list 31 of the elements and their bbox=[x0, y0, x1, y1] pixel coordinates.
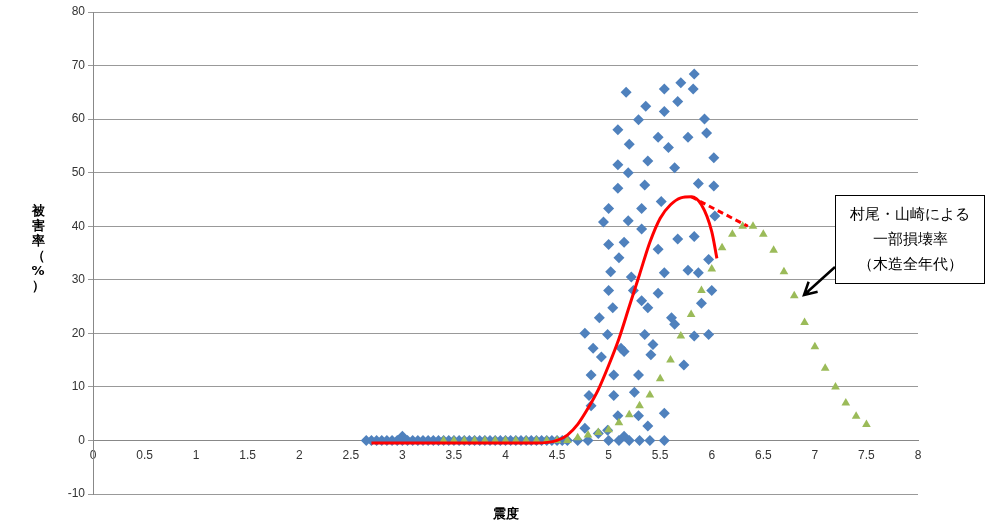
x-tick-label: 5.5 bbox=[651, 447, 669, 462]
annotation: 一部損壊率 bbox=[871, 229, 949, 250]
x-tick-label: 0.5 bbox=[136, 447, 154, 462]
x-tick-label: 6.5 bbox=[754, 447, 772, 462]
y-tick-label: -10 bbox=[67, 486, 86, 501]
x-tick-label: 2.5 bbox=[342, 447, 360, 462]
x-tick-label: 7.5 bbox=[858, 447, 876, 462]
x-tick-label: 8 bbox=[914, 447, 922, 462]
annotation: 村尾・山崎による bbox=[850, 204, 970, 225]
x-axis-title: 震度 bbox=[491, 506, 519, 521]
y-tick-label: 0 bbox=[78, 432, 86, 447]
x-tick-label: 4.5 bbox=[548, 447, 566, 462]
y-tick-label: 80 bbox=[71, 4, 86, 19]
y-tick-label: 10 bbox=[71, 379, 86, 394]
y-tick-label: 60 bbox=[71, 111, 86, 126]
x-tick-label: 1.5 bbox=[239, 447, 257, 462]
y-tick-label: 40 bbox=[71, 218, 86, 233]
y-axis-title: 被害率（%） bbox=[30, 203, 46, 293]
y-tick-label: 20 bbox=[71, 325, 86, 340]
x-tick-label: 3.5 bbox=[445, 447, 463, 462]
y-tick-label: 30 bbox=[71, 272, 86, 287]
x-tick-label: 6 bbox=[708, 447, 716, 462]
y-tick-label: 70 bbox=[71, 57, 86, 72]
x-tick-label: 4 bbox=[502, 447, 510, 462]
x-tick-label: 5 bbox=[605, 447, 613, 462]
y-tick-label: 50 bbox=[71, 164, 86, 179]
x-tick-label: 2 bbox=[295, 447, 303, 462]
x-tick-label: 1 bbox=[192, 447, 200, 462]
annotation: （木造全年代） bbox=[856, 254, 964, 275]
x-tick-label: 7 bbox=[811, 447, 819, 462]
x-tick-label: 3 bbox=[399, 447, 407, 462]
